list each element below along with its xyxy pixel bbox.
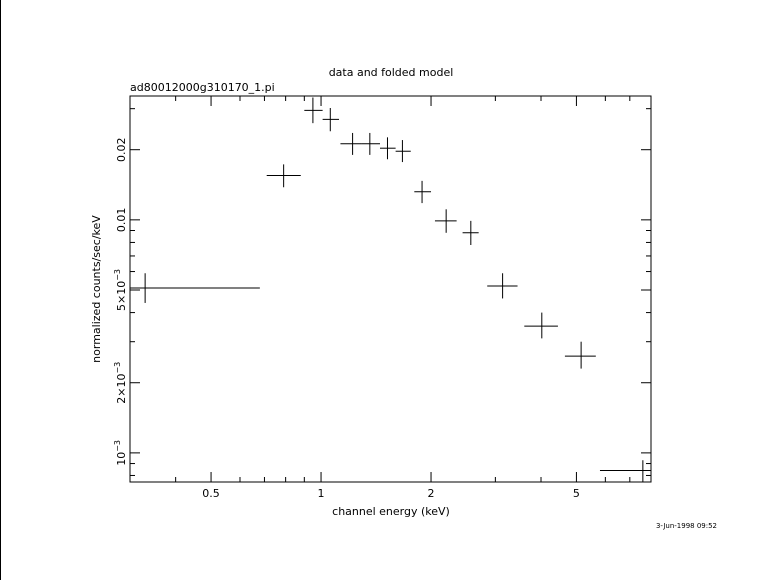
- timestamp: 3-Jun-1998 09:52: [656, 522, 717, 530]
- window-left-border: [0, 0, 1, 580]
- x-tick-labels: 0.5 1 2 5: [202, 487, 580, 500]
- data-point: [304, 97, 323, 124]
- y-tick-label: 2×10−3: [113, 362, 128, 404]
- axis-ticks: [129, 96, 652, 482]
- x-tick-label: 0.5: [202, 487, 220, 500]
- data-point: [266, 164, 301, 188]
- data-point: [414, 180, 432, 204]
- y-tick-label: 0.02: [115, 137, 128, 162]
- data-point: [524, 312, 558, 339]
- data-point: [380, 137, 396, 160]
- y-tick-label: 0.01: [115, 208, 128, 233]
- data-point: [322, 107, 340, 132]
- x-axis-label: channel energy (keV): [332, 505, 450, 518]
- y-tick-label: 10−3: [113, 440, 128, 466]
- data-point: [462, 220, 479, 245]
- data-point: [361, 132, 381, 155]
- data-point: [340, 132, 362, 155]
- y-tick-labels: 10−3 2×10−3 5×10−3 0.01 0.02: [113, 137, 128, 465]
- plot-frame: [129, 95, 652, 483]
- data-point: [434, 209, 457, 233]
- y-tick-label: 5×10−3: [113, 269, 128, 311]
- y-axis-label: normalized counts/sec/keV: [90, 215, 103, 363]
- x-tick-label: 1: [318, 487, 325, 500]
- x-tick-label: 2: [428, 487, 435, 500]
- data-point: [395, 140, 411, 163]
- data-point: [487, 273, 518, 299]
- data-point: [564, 341, 596, 369]
- data-points: [130, 97, 651, 482]
- data-point: [599, 460, 651, 482]
- chart-title: data and folded model: [329, 66, 454, 79]
- data-point: [130, 273, 260, 303]
- x-tick-label: 5: [573, 487, 580, 500]
- chart-subtitle: ad80012000g310170_1.pi: [130, 81, 275, 94]
